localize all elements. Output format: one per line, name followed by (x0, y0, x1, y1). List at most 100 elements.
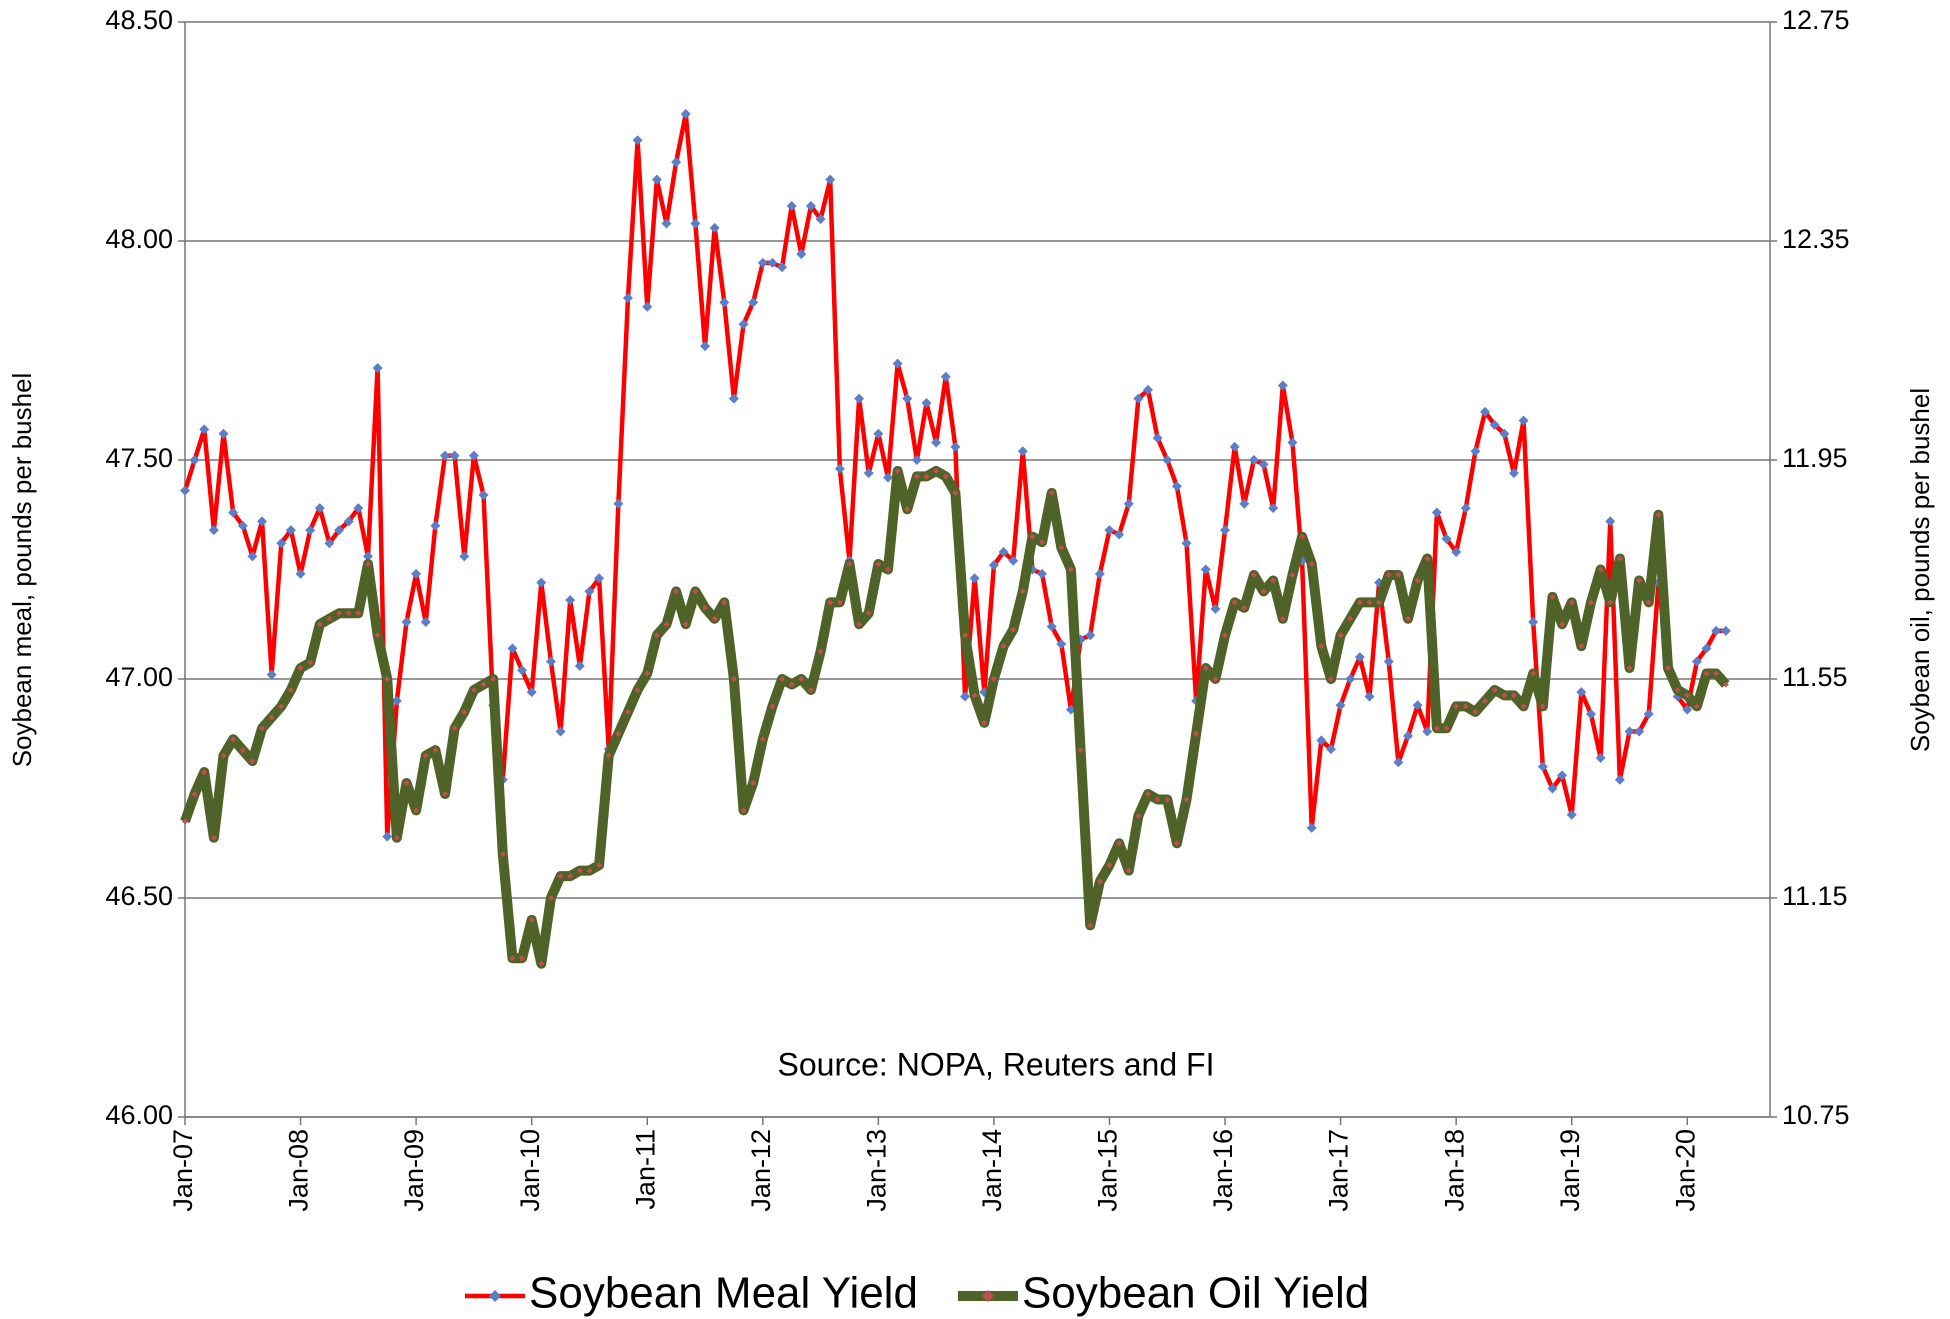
data-point (230, 736, 237, 743)
data-point (528, 916, 535, 923)
data-point (613, 498, 624, 509)
data-point (1645, 599, 1652, 606)
legend-label: Soybean Oil Yield (1022, 1269, 1369, 1318)
data-point (1067, 566, 1074, 573)
data-point (769, 703, 776, 710)
y2-tick-label: 12.35 (1782, 224, 1850, 254)
data-point (1347, 615, 1354, 622)
data-point (931, 437, 942, 448)
legend-marker (489, 1290, 501, 1302)
data-point (1325, 744, 1336, 755)
data-point (1019, 588, 1026, 595)
data-point (432, 747, 439, 754)
data-point (719, 297, 730, 308)
data-point (1085, 630, 1096, 641)
data-point (1096, 878, 1103, 885)
data-point (1239, 498, 1250, 509)
data-point (1443, 725, 1450, 732)
data-point (1547, 783, 1558, 794)
data-point (846, 561, 853, 568)
data-point (259, 725, 266, 732)
data-point (1414, 577, 1421, 584)
data-point (343, 516, 354, 527)
data-point (420, 617, 431, 628)
data-point (673, 588, 680, 595)
data-point (353, 503, 364, 514)
data-point (863, 468, 874, 479)
data-point (1433, 725, 1440, 732)
data-point (1193, 730, 1200, 737)
data-point (1212, 676, 1219, 682)
data-point (1451, 546, 1462, 557)
data-point (459, 551, 470, 562)
data-point (1684, 692, 1691, 699)
data-point (519, 955, 526, 962)
data-point (430, 520, 441, 531)
data-point (451, 725, 458, 732)
data-point (1058, 544, 1065, 551)
data-point (1010, 626, 1017, 633)
data-point (1405, 615, 1412, 622)
legend-label: Soybean Meal Yield (529, 1269, 918, 1318)
data-point (661, 218, 672, 229)
data-point (182, 818, 188, 825)
data-point (1200, 564, 1211, 575)
data-point (1711, 625, 1722, 636)
data-point (836, 599, 843, 606)
data-point (882, 472, 893, 483)
data-point (1308, 561, 1315, 568)
data-point (865, 610, 872, 617)
x-tick-label: Jan-11 (630, 1129, 660, 1210)
series-line (180, 465, 1730, 969)
data-point (748, 297, 759, 308)
data-point (692, 588, 699, 595)
data-point (1183, 796, 1190, 803)
data-point (634, 686, 641, 693)
data-point (1173, 840, 1180, 847)
x-tick-label: Jan-09 (399, 1129, 429, 1212)
data-point (663, 621, 670, 628)
data-point (1287, 437, 1298, 448)
data-point (940, 371, 951, 382)
data-point (1585, 709, 1596, 720)
data-point (1568, 599, 1575, 606)
data-point (1722, 681, 1729, 688)
data-point (884, 566, 891, 573)
data-point (1624, 726, 1635, 737)
data-point (1162, 455, 1173, 465)
x-tick-label: Jan-19 (1555, 1129, 1585, 1212)
data-point (962, 632, 969, 639)
data-point (1220, 525, 1231, 536)
data-point (757, 257, 768, 268)
data-point (1164, 796, 1171, 803)
data-point (576, 867, 583, 874)
data-point (807, 686, 814, 693)
data-point (960, 691, 971, 702)
data-point (1270, 577, 1277, 584)
data-point (1039, 539, 1046, 546)
data-point (622, 292, 633, 303)
data-point (247, 551, 258, 562)
data-point (988, 560, 999, 571)
data-point (682, 621, 689, 628)
x-tick-label: Jan-20 (1670, 1129, 1700, 1212)
data-point (1470, 446, 1481, 457)
data-point (278, 703, 285, 710)
data-point (372, 363, 383, 374)
data-point (307, 659, 314, 666)
data-point (355, 610, 362, 617)
data-point (817, 648, 824, 655)
data-point (1277, 380, 1288, 391)
data-point (422, 752, 429, 759)
data-point (653, 632, 660, 639)
data-point (287, 686, 294, 693)
data-point (364, 561, 371, 568)
data-point (805, 200, 816, 211)
data-point (545, 656, 556, 667)
data-point (362, 551, 373, 562)
data-point (297, 665, 304, 672)
data-point (1077, 747, 1084, 754)
data-point (470, 686, 477, 693)
data-point (923, 473, 930, 480)
data-point (1605, 516, 1616, 527)
